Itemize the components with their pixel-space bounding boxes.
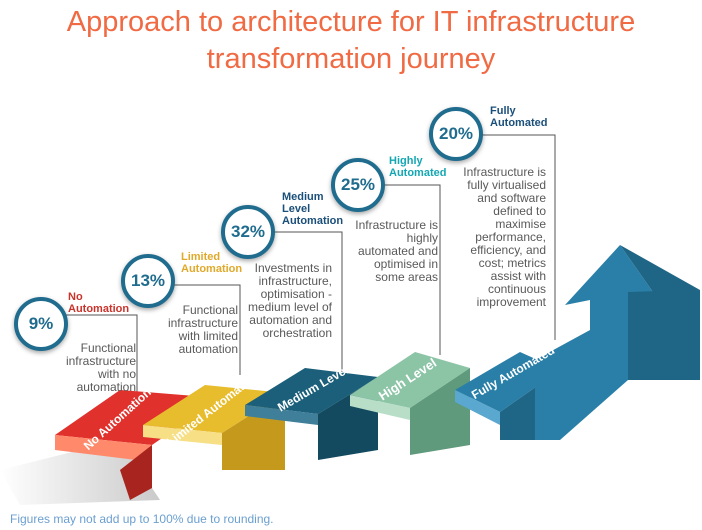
level-text: Medium Level Automation [282, 191, 344, 227]
percent-badge-medium-level: 32% [221, 205, 275, 259]
level-text: No Automation [68, 291, 130, 315]
growth-arrow [535, 245, 700, 440]
level-label-medium-level: Medium Level Automation [282, 191, 350, 227]
percent-badge-highly-automated: 25% [331, 158, 385, 212]
title-line-2: transformation journey [206, 43, 496, 75]
level-label-limited-automation: Limited Automation [181, 251, 251, 275]
level-text: Highly Automated [389, 155, 447, 179]
description-limited-automation: Functional infrastructure with limited a… [167, 303, 238, 356]
description-highly-automated: Infrastructure is highly automated and o… [355, 218, 438, 284]
description-fully-automated: Infrastructure is fully virtualised and … [463, 165, 546, 309]
connector-lines [62, 134, 556, 398]
percent-badge-no-automation: 9% [14, 297, 68, 351]
footnote: Figures may not add up to 100% due to ro… [10, 512, 274, 526]
percent-badge-limited-automation: 13% [121, 254, 175, 308]
percent-badge-fully-automated: 20% [429, 107, 483, 161]
page-title: Approach to architecture for IT infrastr… [0, 4, 702, 78]
title-line-1: Approach to architecture for IT infrastr… [66, 6, 636, 38]
description-medium-level: Investments in infrastructure, optimisat… [247, 261, 332, 340]
level-label-no-automation: No Automation [68, 291, 138, 315]
description-no-automation: Functional infrastructure with no automa… [65, 341, 136, 394]
level-text: Limited Automation [181, 251, 243, 275]
level-text: Fully Automated [490, 105, 548, 129]
level-label-fully-automated: Fully Automated [490, 105, 556, 129]
level-label-highly-automated: Highly Automated [389, 155, 455, 179]
step-high-level [350, 352, 470, 455]
